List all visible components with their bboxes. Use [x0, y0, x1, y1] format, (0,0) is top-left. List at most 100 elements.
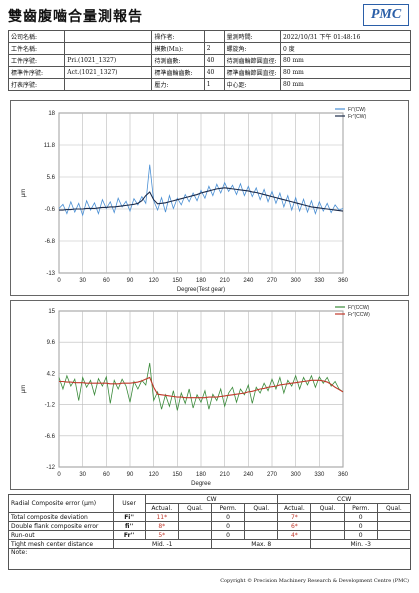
user-header: User — [112, 494, 146, 513]
tight-row: Tight mesh center distance Mid. -1 Max. … — [8, 539, 411, 549]
info-row: 公司名稱: 操作者: 量測時間: 2022/10/31 下午 01:48:16 — [7, 30, 412, 43]
series-line — [58, 362, 344, 411]
y-tick-label: -0.6 — [45, 207, 56, 213]
footer: Copyright © Precision Machinery Research… — [220, 578, 409, 584]
x-tick-label: 330 — [314, 472, 325, 478]
legend-label: Fi"(CCW) — [348, 305, 370, 311]
cw-qual — [244, 521, 279, 531]
cw-qual — [244, 512, 279, 522]
subheader: Qual. — [177, 503, 213, 513]
info-label: 打表序號: — [7, 78, 66, 91]
user-symbol: Fi'' — [112, 512, 146, 522]
tight-max: Max. 8 — [210, 539, 312, 549]
header-row: Radial Composite error (μm) User CW CCW — [8, 494, 411, 513]
x-axis-label: Degree(Test gear) — [177, 287, 225, 293]
subheader: Perm. — [210, 503, 246, 513]
x-tick-label: 210 — [220, 278, 231, 284]
y-tick-label: -6.8 — [45, 239, 56, 245]
row-label: Total composite deviation — [8, 512, 114, 522]
x-tick-label: 120 — [149, 278, 160, 284]
row-label: Run-out — [8, 530, 114, 540]
y-tick-label: -1.2 — [45, 403, 56, 409]
x-tick-label: 150 — [172, 278, 183, 284]
cw-header: CW — [144, 494, 279, 504]
result-row: Total composite deviation Fi'' 11* 0 7* 0 — [8, 512, 412, 522]
y-tick-label: 11.8 — [44, 143, 56, 149]
cw-actual: 5* — [144, 530, 179, 540]
info-row: 標準件序號: Act.(1021_1327) 標準齒輪齒數: 40 標準齒輪節圓直徑: 8… — [7, 66, 412, 79]
x-tick-label: 300 — [291, 278, 302, 284]
x-tick-label: 0 — [57, 472, 61, 478]
legend-label: Fr"(CW) — [348, 114, 366, 120]
x-tick-label: 60 — [103, 278, 110, 284]
ccw-header: CCW — [277, 494, 411, 504]
cw-qual — [244, 530, 279, 540]
results-body: Total composite deviation Fi'' 11* 0 7* 0 Doub… — [8, 512, 412, 540]
x-tick-label: 180 — [196, 472, 207, 478]
x-tick-label: 90 — [127, 278, 134, 284]
info-value — [64, 42, 153, 55]
table-title: Radial Composite error (μm) — [8, 494, 114, 513]
info-label: 標準齒輪節圓直徑: — [223, 66, 281, 79]
ccw-actual: 7* — [277, 512, 312, 522]
info-value: 1 — [203, 78, 225, 91]
x-tick-label: 330 — [314, 278, 325, 284]
info-label: 工件序號: — [7, 54, 66, 67]
results-table: Radial Composite error (μm) User CW CCW … — [8, 494, 412, 570]
series-line — [58, 164, 344, 217]
info-value — [203, 30, 225, 43]
ccw-perm: 0 — [343, 512, 378, 522]
user-symbol: Fr'' — [112, 530, 146, 540]
x-axis-label: Degree — [191, 481, 211, 487]
info-label: 模數(Mn): — [151, 42, 205, 55]
info-label: 操作者: — [151, 30, 205, 43]
logo: PMC — [363, 4, 409, 26]
x-tick-label: 150 — [172, 472, 183, 478]
chart-panel: -12 -6.6 -1.2 4.2 9.6 15 0 30 60 90 120 150 180 210 24… — [10, 300, 409, 490]
info-label: 待測齒輪節圓直徑: — [223, 54, 281, 67]
x-tick-label: 240 — [243, 472, 254, 478]
y-tick-label: 15 — [48, 309, 55, 315]
y-tick-label: 18 — [48, 111, 55, 117]
cw-actual: 11* — [144, 512, 179, 522]
subheader: Qual. — [376, 503, 412, 513]
x-tick-label: 120 — [149, 472, 160, 478]
legend-label: Fr"(CCW) — [348, 312, 370, 318]
x-tick-label: 0 — [57, 278, 61, 284]
ccw-perm: 0 — [343, 521, 378, 531]
subheader: Qual. — [244, 503, 279, 513]
y-tick-label: -13 — [46, 271, 55, 277]
info-label: 中心距: — [223, 78, 281, 91]
info-value: 0 度 — [279, 42, 412, 55]
x-tick-label: 240 — [243, 278, 254, 284]
report-title: 雙齒腹嚙合量測報告 — [8, 9, 143, 25]
x-tick-label: 30 — [79, 472, 86, 478]
ccw-actual: 6* — [277, 521, 312, 531]
info-label: 公司名稱: — [7, 30, 66, 43]
x-tick-label: 60 — [103, 472, 110, 478]
ccw-perm: 0 — [343, 530, 378, 540]
cw-actual: 8* — [144, 521, 179, 531]
subheader: Qual. — [310, 503, 345, 513]
info-value: 2 — [203, 42, 225, 55]
cw-qual — [177, 530, 213, 540]
legend-label: Fi"(CW) — [348, 107, 366, 113]
info-label: 量測時間: — [223, 30, 281, 43]
y-tick-label: -6.6 — [45, 434, 56, 440]
info-value — [64, 78, 153, 91]
y-tick-label: 5.6 — [47, 175, 56, 181]
info-value: 80 mm — [279, 54, 412, 67]
ccw-qual — [310, 521, 345, 531]
x-tick-label: 270 — [267, 472, 278, 478]
cw-perm: 0 — [210, 512, 246, 522]
info-label: 標準齒輪齒數: — [151, 66, 205, 79]
tight-mid: Mid. -1 — [112, 539, 213, 549]
subheader: Actual. — [277, 503, 312, 513]
note-row: Note: — [8, 548, 411, 570]
series-line — [59, 376, 344, 399]
cw-qual — [177, 521, 213, 531]
ccw-actual: 4* — [277, 530, 312, 540]
info-row: 工件名稱: 模數(Mn): 2 螺旋角: 0 度 — [7, 42, 412, 55]
